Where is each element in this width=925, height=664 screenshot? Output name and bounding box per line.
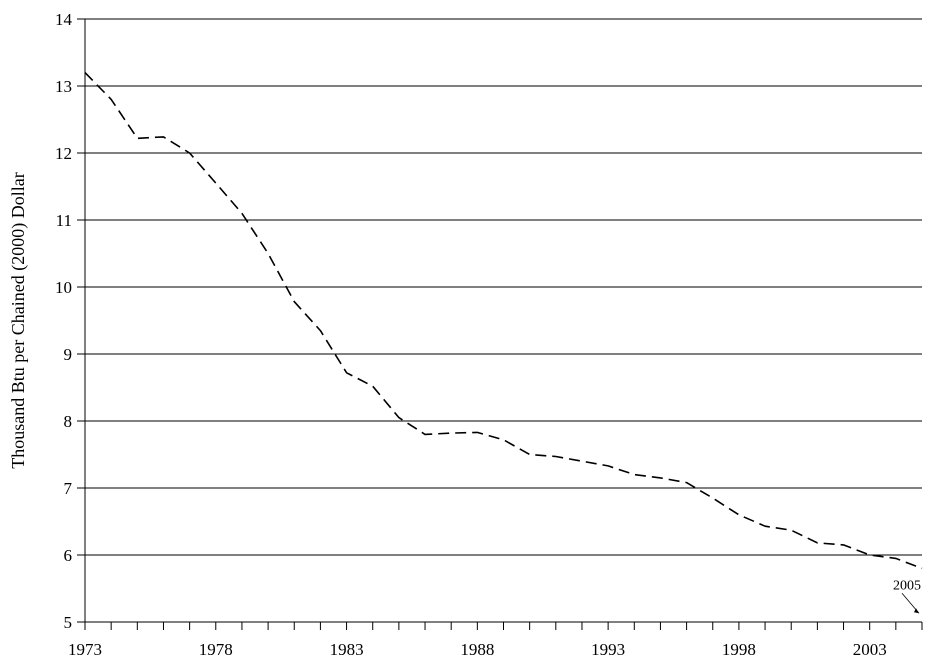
y-axis-title: Thousand Btu per Chained (2000) Dollar xyxy=(8,172,29,468)
x-tick-label: 1993 xyxy=(591,640,625,659)
data-point xyxy=(267,252,270,255)
x-tick-label: 1998 xyxy=(722,640,756,659)
x-tick-label: 1988 xyxy=(460,640,494,659)
y-tick-label: 5 xyxy=(64,613,73,632)
annotation-arrowhead xyxy=(914,608,919,614)
series-line xyxy=(84,72,923,570)
y-tick-label: 13 xyxy=(55,77,72,96)
x-tick-label: 1973 xyxy=(68,640,102,659)
y-tick-label: 12 xyxy=(55,144,72,163)
y-tick-label: 14 xyxy=(55,10,73,29)
x-tick-label: 2003 xyxy=(853,640,887,659)
x-tick-label: 1983 xyxy=(330,640,364,659)
y-tick-label: 6 xyxy=(64,546,73,565)
y-tick-label: 7 xyxy=(64,479,73,498)
data-point xyxy=(711,497,714,500)
y-tick-label: 8 xyxy=(64,412,73,431)
data-point xyxy=(502,438,505,441)
y-tick-label: 9 xyxy=(64,345,73,364)
y-tick-label: 11 xyxy=(56,211,72,230)
annotation-label: 2005 xyxy=(893,578,921,593)
y-tick-label: 10 xyxy=(55,278,72,297)
data-point xyxy=(450,432,453,435)
x-tick-label: 1978 xyxy=(199,640,233,659)
data-point xyxy=(580,460,583,463)
